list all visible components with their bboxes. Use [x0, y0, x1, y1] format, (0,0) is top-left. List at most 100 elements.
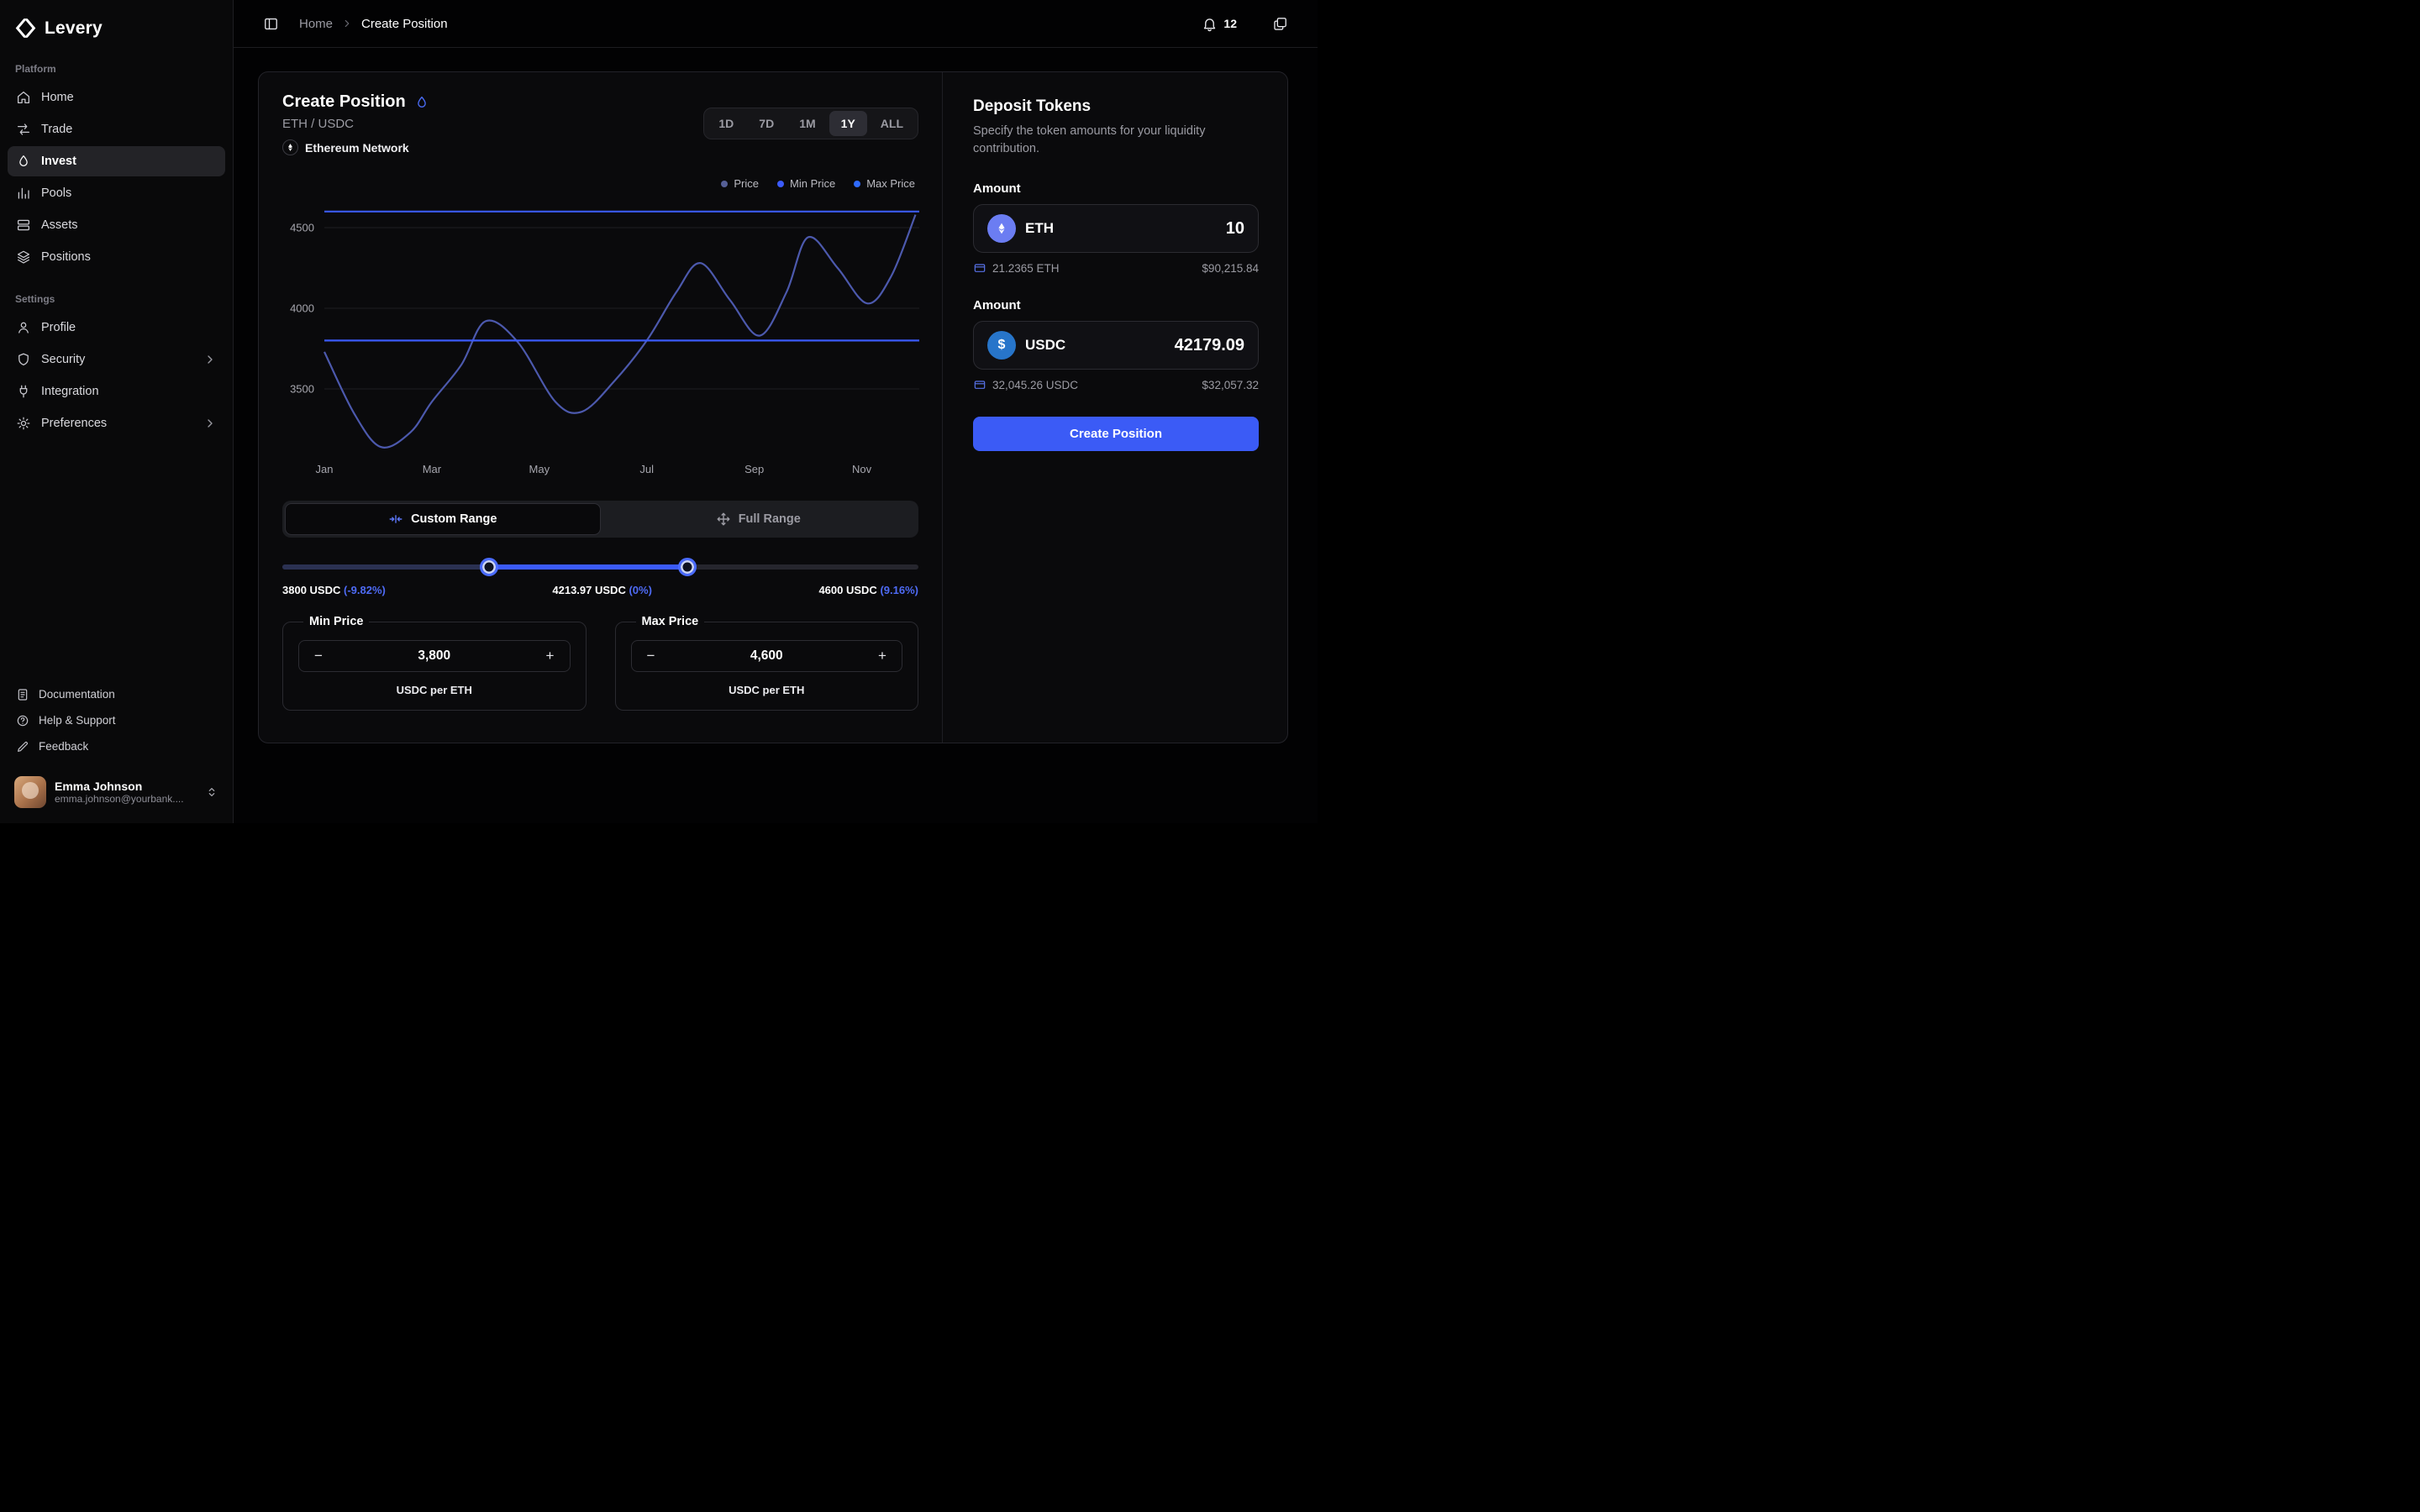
full-range-icon [717, 512, 730, 526]
sidebar-item-home[interactable]: Home [8, 82, 225, 113]
topbar: Home Create Position 12 [234, 0, 1318, 48]
max-price-value[interactable]: 4,600 [750, 648, 783, 663]
user-icon [18, 322, 29, 333]
price-inputs: Min Price − 3,800 + USDC per ETH Max Pri… [282, 615, 918, 711]
chevrons-up-down-icon [208, 788, 215, 796]
time-range-tabs: 1D 7D 1M 1Y ALL [703, 108, 918, 139]
slider-track[interactable] [282, 564, 918, 570]
eth-amount-card: ETH [973, 204, 1259, 254]
price-range-slider[interactable] [282, 558, 918, 576]
notification-count: 12 [1223, 17, 1237, 30]
svg-text:Jul: Jul [639, 463, 654, 475]
sidebar-item-security[interactable]: Security [8, 344, 225, 375]
legend-min-price: Min Price [777, 177, 835, 190]
svg-text:4500: 4500 [290, 222, 314, 234]
pencil-icon [18, 741, 28, 752]
token-pair: ETH / USDC [282, 117, 355, 131]
full-range-button[interactable]: Full Range [601, 503, 917, 535]
network-row: Ethereum Network [282, 139, 429, 155]
svg-text:4000: 4000 [290, 302, 314, 315]
topbar-right: 12 [1202, 16, 1288, 32]
user-name: Emma Johnson [55, 780, 143, 793]
slider-active-range [489, 564, 688, 570]
deposit-title: Deposit Tokens [973, 97, 1092, 115]
min-price-increase-button[interactable]: + [535, 643, 564, 669]
usdc-amount-card: $ USDC [973, 321, 1259, 370]
min-price-dot [777, 180, 785, 187]
chart-legend: Price Min Price Max Price [282, 177, 915, 190]
time-range-1d[interactable]: 1D [707, 111, 745, 136]
deposit-description: Specify the token amounts for your liqui… [973, 124, 1206, 156]
shield-icon [18, 353, 29, 366]
sidebar-item-integration[interactable]: Integration [8, 376, 225, 407]
layers-icon [17, 250, 30, 264]
legend-max-price: Max Price [854, 177, 915, 190]
section-settings-label: Settings [15, 293, 55, 305]
chart-section: Create Position ETH / USDC Ethereum Netw… [259, 72, 943, 743]
slider-min-label: 3800 USDC (-9.82%) [282, 584, 386, 596]
usdc-fiat-value: $32,057.32 [1202, 378, 1259, 391]
slider-handle-max[interactable] [678, 558, 697, 576]
chevron-right-icon [345, 19, 350, 28]
legend-price: Price [721, 177, 759, 190]
time-range-1y[interactable]: 1Y [829, 111, 867, 136]
help-circle-icon [17, 715, 29, 726]
svg-text:Sep: Sep [744, 463, 764, 475]
max-price-decrease-button[interactable]: − [637, 643, 666, 669]
range-mode-control: Custom Range Full Range [282, 501, 918, 538]
sidebar-item-invest[interactable]: Invest [8, 146, 225, 176]
plug-icon [19, 385, 28, 398]
price-dot [721, 180, 729, 187]
max-price-legend: Max Price [641, 615, 699, 628]
sidebar-item-label: Assets [41, 218, 78, 232]
time-range-all[interactable]: ALL [869, 111, 915, 136]
sidebar-item-pools[interactable]: Pools [8, 178, 225, 208]
sidebar-item-assets[interactable]: Assets [8, 210, 225, 240]
custom-range-icon [389, 515, 402, 523]
page-content: Create Position ETH / USDC Ethereum Netw… [234, 48, 1318, 823]
time-range-7d[interactable]: 7D [747, 111, 786, 136]
levery-logo-icon [15, 18, 36, 38]
card-header: Create Position ETH / USDC Ethereum Netw… [282, 92, 918, 155]
breadcrumb-home[interactable]: Home [299, 16, 334, 31]
svg-text:Jan: Jan [316, 463, 334, 475]
sidebar-item-profile[interactable]: Profile [8, 312, 225, 343]
create-position-card: Create Position ETH / USDC Ethereum Netw… [258, 71, 1288, 743]
wallet-icon [974, 381, 986, 389]
sidebar-item-positions[interactable]: Positions [8, 242, 225, 272]
amount-label-usdc: Amount [973, 298, 1021, 313]
create-position-button[interactable]: Create Position [973, 417, 1259, 452]
sidebar-item-label: Home [41, 91, 74, 104]
eth-symbol: ETH [1025, 220, 1054, 237]
svg-text:May: May [529, 463, 550, 475]
time-range-1m[interactable]: 1M [787, 111, 827, 136]
eth-amount-input[interactable] [1118, 218, 1244, 239]
min-price-decrease-button[interactable]: − [304, 643, 333, 669]
custom-range-button[interactable]: Custom Range [285, 503, 601, 535]
slider-handle-min[interactable] [480, 558, 499, 576]
usdc-symbol: USDC [1025, 337, 1066, 354]
slider-labels: 3800 USDC (-9.82%) 4213.97 USDC (0%) 460… [282, 584, 918, 596]
sidebar-item-documentation[interactable]: Documentation [8, 681, 225, 707]
sidebar-toggle-icon[interactable] [263, 16, 279, 32]
svg-text:Nov: Nov [852, 463, 872, 475]
breadcrumb-current: Create Position [361, 16, 448, 31]
windows-stack-icon[interactable] [1272, 16, 1288, 32]
min-price-legend: Min Price [309, 615, 364, 628]
max-price-increase-button[interactable]: + [868, 643, 897, 669]
sidebar-item-preferences[interactable]: Preferences [8, 408, 225, 438]
usdc-amount-input[interactable] [1118, 335, 1244, 355]
sidebar-item-help-support[interactable]: Help & Support [8, 707, 225, 733]
notifications-button[interactable]: 12 [1202, 16, 1237, 32]
user-meta: Emma Johnson emma.johnson@yourbank.... [55, 780, 187, 805]
max-price-box: Max Price − 4,600 + USDC per ETH [614, 615, 918, 711]
avatar [14, 776, 46, 808]
sidebar: Levery Platform Home Trade Invest Pools … [0, 0, 234, 823]
eth-fiat-value: $90,215.84 [1202, 261, 1259, 275]
max-price-unit: USDC per ETH [729, 684, 805, 696]
svg-text:3500: 3500 [290, 383, 314, 396]
sidebar-item-trade[interactable]: Trade [8, 114, 225, 144]
sidebar-item-feedback[interactable]: Feedback [8, 733, 225, 759]
user-menu[interactable]: Emma Johnson emma.johnson@yourbank.... [8, 769, 225, 815]
min-price-value[interactable]: 3,800 [418, 648, 451, 663]
